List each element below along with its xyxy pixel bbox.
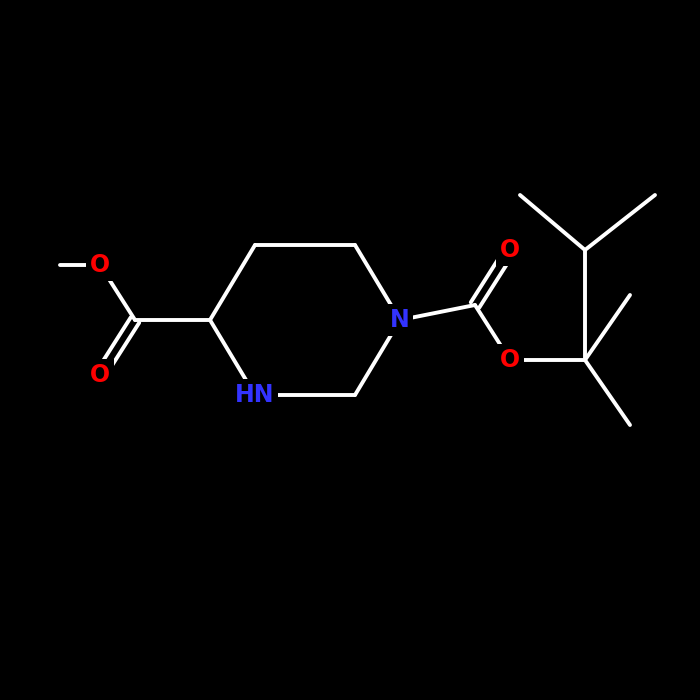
Text: O: O — [90, 363, 110, 387]
Text: N: N — [390, 308, 410, 332]
Text: O: O — [500, 348, 520, 372]
Text: O: O — [90, 253, 110, 277]
Text: O: O — [500, 238, 520, 262]
Text: HN: HN — [235, 383, 274, 407]
